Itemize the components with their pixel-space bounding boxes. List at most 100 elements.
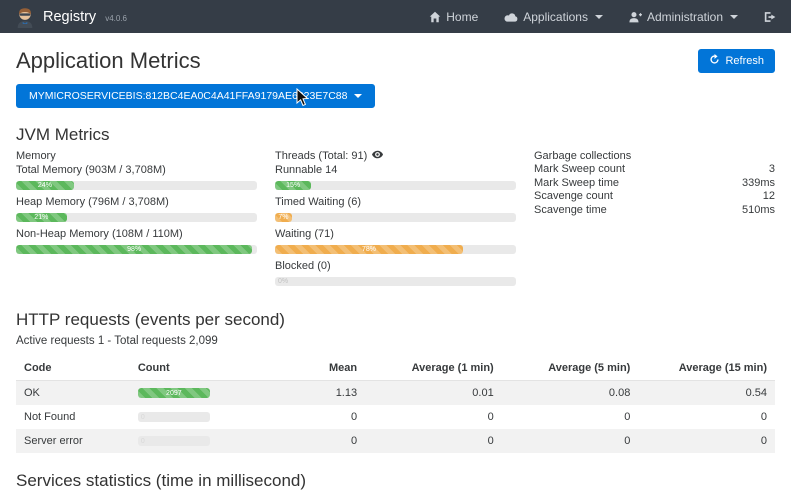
http-avg1: 0.01 (472, 387, 494, 399)
progress-value: 15% (286, 182, 301, 189)
http-avg5: 0.08 (608, 387, 631, 399)
refresh-icon (709, 54, 720, 68)
col-header-avg5: Average (5 min) (501, 356, 639, 381)
threads-title-label: Threads (Total: 91) (275, 150, 368, 162)
nonheap-memory-progressbar: 98% (16, 245, 257, 254)
http-requests-subtitle: Active requests 1 - Total requests 2,099 (16, 335, 218, 347)
gc-label: Mark Sweep time (534, 176, 619, 189)
gc-value: 510ms (741, 203, 775, 216)
home-icon (429, 11, 441, 23)
progress-value: 24% (37, 182, 52, 189)
waiting-progressbar: 78% (275, 245, 516, 254)
jvm-metrics-title: JVM Metrics (16, 125, 110, 144)
http-count-cell: 2097 (130, 381, 259, 406)
progress-value: 21% (34, 214, 49, 221)
metric-label: Runnable 14 (275, 164, 338, 176)
metric-label: Heap Memory (796M / 3,708M) (16, 196, 169, 208)
metric-label: Waiting (71) (275, 228, 334, 240)
gc-column: Garbage collections Mark Sweep count 3 M… (534, 150, 775, 292)
gc-value: 12 (762, 190, 775, 202)
instance-selector-label: MYMICROSERVICEBIS:812BC4EA0C4A41FFA9179A… (29, 90, 348, 102)
metric-label: Total Memory (903M / 3,708M) (16, 164, 166, 176)
page-header: Application Metrics Refresh (16, 48, 775, 74)
refresh-button[interactable]: Refresh (698, 49, 775, 73)
http-requests-table: Code Count Mean Average (1 min) Average … (16, 356, 775, 453)
gc-value: 3 (768, 163, 775, 175)
jvm-metrics-grid: Memory Total Memory (903M / 3,708M) 24% … (16, 150, 775, 292)
http-avg1: 0 (487, 411, 494, 423)
user-plus-icon (629, 11, 642, 23)
gc-value: 339ms (741, 176, 775, 189)
threads-title: Threads (Total: 91) (275, 150, 516, 162)
sign-out-icon (764, 11, 777, 23)
eye-icon[interactable] (372, 150, 384, 162)
col-header-mean: Mean (258, 356, 366, 381)
progress-value: 7% (278, 214, 289, 221)
http-avg5: 0 (624, 411, 631, 423)
instance-selector-dropdown[interactable]: MYMICROSERVICEBIS:812BC4EA0C4A41FFA9179A… (16, 84, 376, 108)
memory-title: Memory (16, 150, 56, 162)
count-value: 2097 (166, 389, 182, 397)
count-progressbar: 0 (137, 436, 210, 446)
page-title: Application Metrics (16, 48, 201, 73)
count-progressbar: 2097 (137, 388, 210, 398)
count-value: 0 (140, 413, 145, 421)
gc-label: Mark Sweep count (534, 163, 626, 175)
gc-label: Scavenge count (534, 190, 613, 202)
table-row: Server error 0 0 0 0 0 (16, 429, 775, 453)
nav-item-administration[interactable]: Administration (629, 10, 738, 24)
http-mean: 1.13 (335, 387, 358, 399)
navbar-menu: Home Applications Administration (429, 10, 777, 24)
http-count-cell: 0 (130, 429, 259, 453)
blocked-progressbar: 0% (275, 277, 516, 286)
progress-value: 78% (361, 246, 376, 253)
total-memory-progressbar: 24% (16, 181, 257, 190)
gc-title: Garbage collections (534, 150, 632, 162)
chevron-down-icon (730, 14, 738, 19)
http-code: Not Found (24, 411, 76, 423)
runnable-progressbar: 15% (275, 181, 516, 190)
timed-waiting-progressbar: 7% (275, 213, 516, 222)
http-code: OK (24, 387, 40, 399)
http-avg1: 0 (487, 435, 494, 447)
http-avg15: 0 (760, 411, 767, 423)
count-progressbar: 0 (137, 412, 210, 422)
cloud-icon (504, 11, 518, 23)
gc-row: Mark Sweep count 3 (534, 163, 775, 177)
nav-item-home-label: Home (446, 9, 479, 24)
table-header-row: Code Count Mean Average (1 min) Average … (16, 356, 775, 381)
metric-label: Blocked (0) (275, 260, 331, 272)
nav-item-applications-label: Applications (523, 9, 588, 24)
gc-label: Scavenge time (534, 203, 607, 216)
http-code: Server error (24, 435, 83, 447)
http-avg5: 0 (624, 435, 631, 447)
http-avg15: 0.54 (745, 387, 767, 399)
memory-column: Memory Total Memory (903M / 3,708M) 24% … (16, 150, 257, 292)
http-count-cell: 0 (130, 405, 259, 429)
col-header-code: Code (16, 356, 130, 381)
nav-item-applications[interactable]: Applications (504, 10, 603, 24)
col-header-avg15: Average (15 min) (638, 356, 775, 381)
col-header-avg1: Average (1 min) (365, 356, 502, 381)
chevron-down-icon (594, 14, 603, 19)
nav-item-home[interactable]: Home (429, 10, 478, 24)
nav-item-administration-label: Administration (646, 9, 723, 24)
gc-row: Scavenge time 510ms (534, 204, 775, 218)
http-mean: 0 (350, 435, 358, 447)
sign-out-button[interactable] (764, 11, 777, 23)
brand[interactable]: Registry v4.0.6 (14, 6, 127, 28)
refresh-button-label: Refresh (725, 55, 764, 67)
col-header-count: Count (129, 356, 259, 381)
http-avg15: 0 (760, 435, 767, 447)
progress-value: 98% (127, 246, 142, 253)
gc-row: Scavenge count 12 (534, 190, 775, 204)
threads-column: Threads (Total: 91) Runnable 14 15% Time… (275, 150, 516, 292)
main-content: Application Metrics Refresh MYMICROSERVI… (0, 48, 791, 500)
services-statistics-title: Services statistics (time in millisecond… (16, 471, 307, 490)
metric-label: Non-Heap Memory (108M / 110M) (16, 228, 183, 240)
metric-label: Timed Waiting (6) (275, 196, 361, 208)
count-value: 0 (140, 437, 145, 445)
http-mean: 0 (350, 411, 358, 423)
http-requests-title: HTTP requests (events per second) (16, 310, 285, 329)
jhipster-avatar-icon (14, 6, 36, 28)
